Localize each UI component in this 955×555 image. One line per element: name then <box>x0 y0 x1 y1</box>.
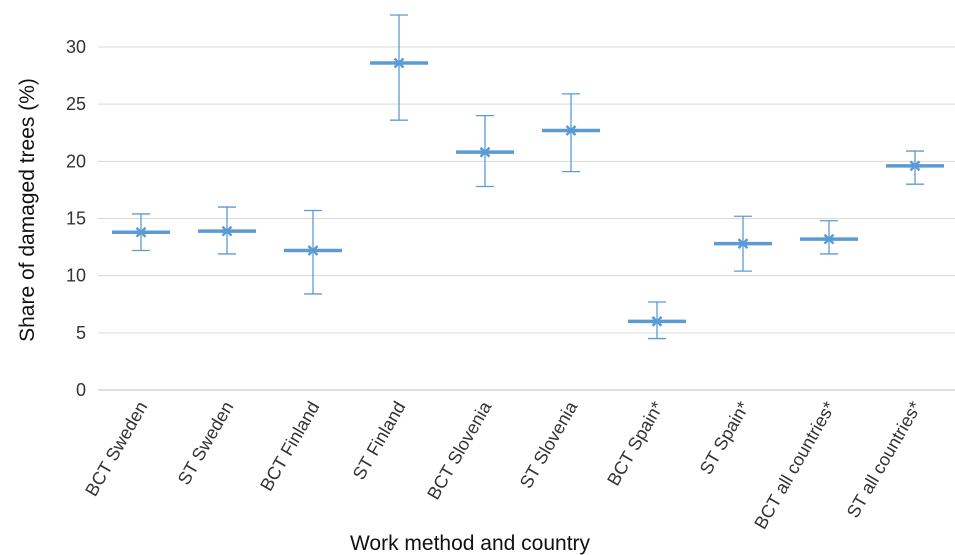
error-bar-group <box>886 150 944 185</box>
error-bar-group <box>628 301 686 340</box>
error-bar-group <box>542 93 600 173</box>
x-tick-label: BCT all countries* <box>750 398 839 532</box>
mean-marker <box>479 146 491 158</box>
mean-marker <box>393 57 405 69</box>
error-bars <box>112 14 944 340</box>
error-bar-group <box>714 215 772 272</box>
x-tick-label: ST Spain* <box>696 398 754 478</box>
x-tick-label: BCT Finland <box>256 398 323 494</box>
mean-marker <box>737 238 749 250</box>
mean-marker <box>565 125 577 136</box>
x-tick-label: BCT Spain* <box>603 398 667 489</box>
x-tick-label: ST Sweden <box>174 398 238 488</box>
mean-marker <box>307 245 319 256</box>
gridlines <box>98 46 955 391</box>
mean-marker <box>823 233 835 245</box>
x-axis-title: Work method and country <box>350 532 591 555</box>
error-bar-group <box>370 14 428 121</box>
mean-marker <box>651 316 663 327</box>
y-tick-label: 20 <box>66 151 86 171</box>
mean-marker <box>135 226 147 238</box>
x-tick-label: ST Finland <box>349 398 410 483</box>
x-tick-label: BCT Slovenia <box>423 397 496 503</box>
y-axis-title: Share of damaged trees (%) <box>16 78 39 342</box>
x-axis-ticks: BCT Sweden ST Sweden BCT Finland ST Finland… <box>81 397 925 532</box>
y-tick-label: 15 <box>66 209 86 229</box>
error-bar-group <box>800 220 858 255</box>
y-tick-label: 25 <box>66 94 86 114</box>
mean-marker <box>909 160 921 172</box>
error-bar-group <box>456 114 514 188</box>
x-tick-label: BCT Sweden <box>81 398 151 500</box>
y-tick-label: 5 <box>76 323 86 343</box>
x-tick-label: ST all countries* <box>843 398 926 521</box>
y-axis-ticks: 0 5 10 15 20 25 30 <box>66 37 86 400</box>
mean-marker <box>221 225 233 237</box>
error-bar-group <box>198 206 256 255</box>
error-bar-group <box>284 209 342 295</box>
error-bar-group <box>112 213 170 252</box>
x-tick-label: ST Slovenia <box>516 397 582 492</box>
y-tick-label: 10 <box>66 266 86 286</box>
y-tick-label: 0 <box>76 380 86 400</box>
y-tick-label: 30 <box>66 37 86 57</box>
